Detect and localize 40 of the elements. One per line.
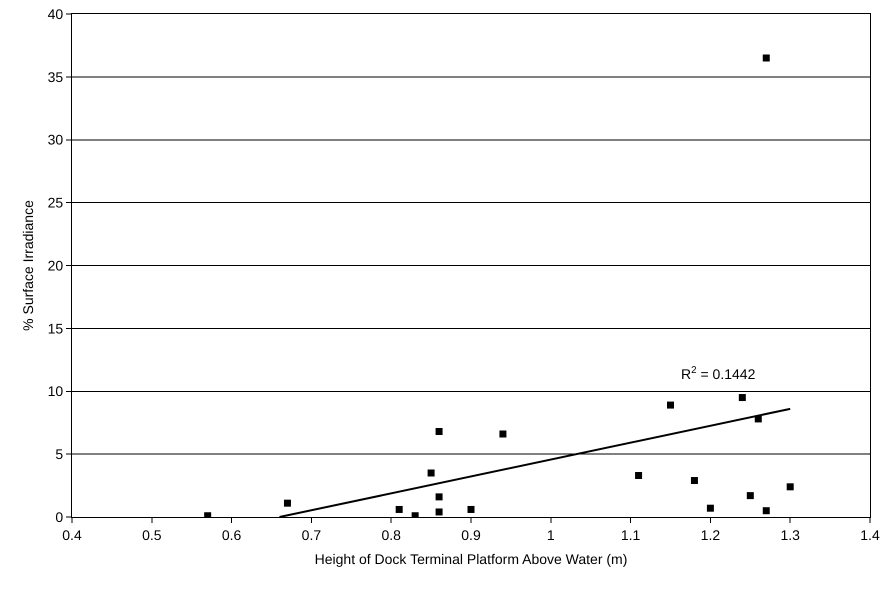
point bbox=[746, 492, 754, 500]
point bbox=[499, 430, 506, 438]
point bbox=[468, 506, 474, 513]
point bbox=[762, 54, 770, 62]
x-tick-label: 0.9 bbox=[461, 526, 481, 543]
point bbox=[396, 506, 403, 513]
y-tick-label: 35 bbox=[48, 68, 64, 85]
point bbox=[690, 477, 698, 484]
y-tick-label: 20 bbox=[48, 257, 64, 274]
point bbox=[786, 483, 794, 490]
point bbox=[436, 428, 443, 435]
point bbox=[762, 507, 770, 514]
x-tick-label: 0.5 bbox=[142, 526, 162, 543]
y-tick-label: 15 bbox=[48, 320, 64, 336]
y-tick-label: 30 bbox=[48, 132, 64, 148]
point bbox=[284, 500, 291, 507]
point bbox=[436, 493, 443, 500]
x-tick-label: 1.1 bbox=[620, 526, 641, 543]
x-tick-label: 1.3 bbox=[780, 526, 800, 543]
x-tick-label: 0.4 bbox=[62, 526, 82, 543]
point bbox=[428, 469, 435, 476]
x-tick-label: 0.6 bbox=[222, 526, 242, 543]
point bbox=[706, 504, 714, 512]
y-tick-label: 40 bbox=[48, 6, 64, 22]
x-tick-label: 1.2 bbox=[700, 526, 720, 543]
point bbox=[436, 508, 443, 516]
x-axis-title: Height of Dock Terminal Platform Above Water (m) bbox=[314, 551, 628, 568]
annotation: R$^{2}$ = 0.1442 bbox=[681, 365, 756, 382]
y-tick-label: 10 bbox=[48, 383, 64, 400]
y-tick-label: 0 bbox=[55, 508, 64, 525]
point bbox=[667, 402, 674, 409]
x-tick-label: 1.4 bbox=[860, 526, 880, 543]
x-tick-label: 1 bbox=[546, 526, 555, 543]
x-tick-label: 0.7 bbox=[302, 526, 322, 543]
point bbox=[635, 472, 642, 479]
x-tick-label: 0.8 bbox=[381, 526, 402, 543]
y-tick-label: 5 bbox=[55, 446, 64, 462]
y-axis-title: % Surface Irradiance bbox=[20, 200, 36, 331]
y-tick-label: 25 bbox=[48, 194, 64, 211]
point bbox=[738, 394, 746, 402]
